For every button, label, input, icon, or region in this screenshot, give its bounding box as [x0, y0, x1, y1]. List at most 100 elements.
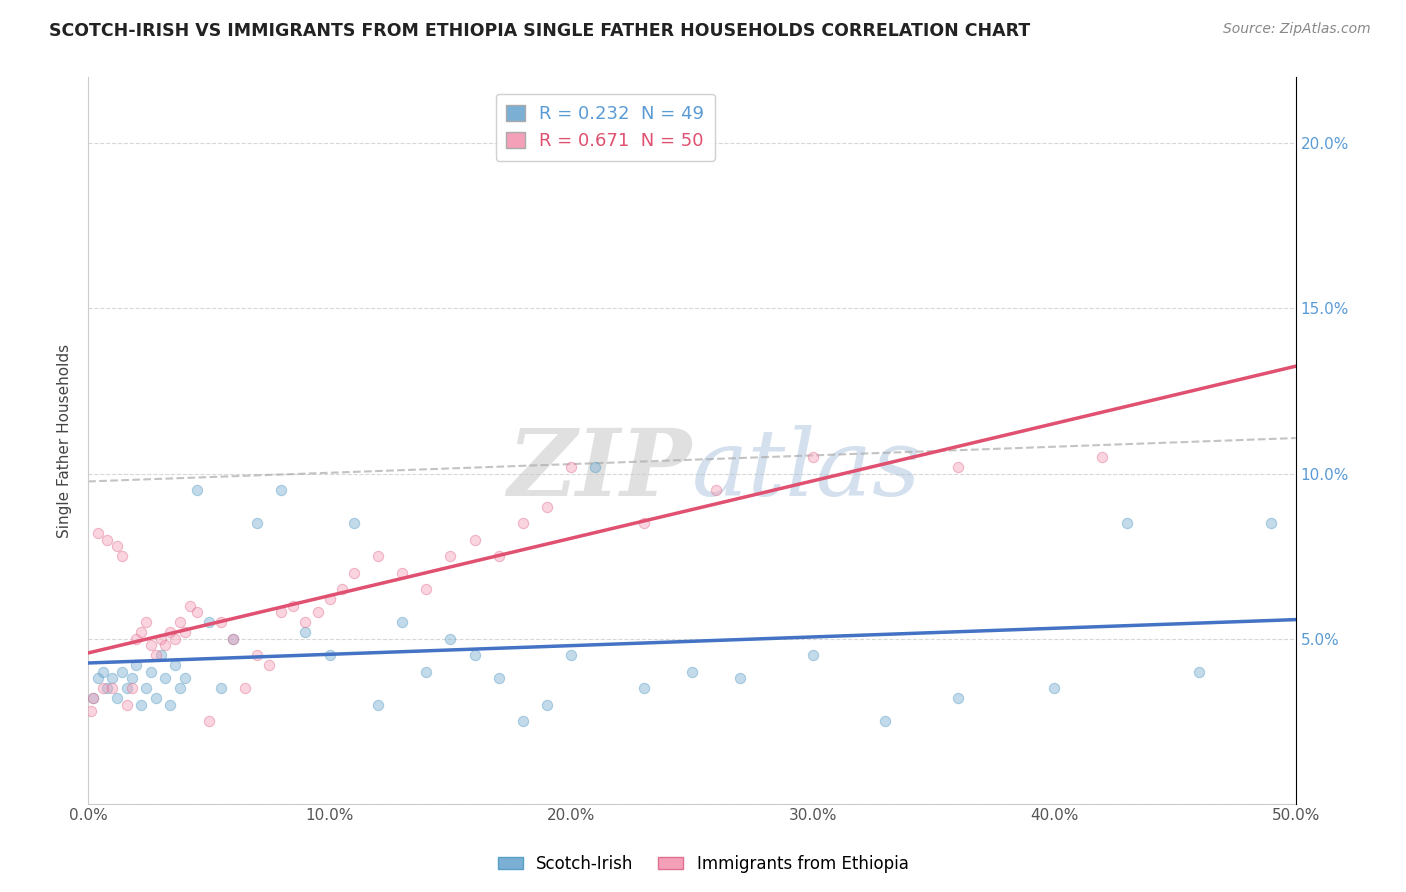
- Point: [87, 671, 110, 685]
- Point: [222, 632, 245, 646]
- Point: [391, 566, 413, 580]
- Point: [155, 671, 177, 685]
- Legend: Scotch-Irish, Immigrants from Ethiopia: Scotch-Irish, Immigrants from Ethiopia: [491, 848, 915, 880]
- Point: [91, 681, 114, 695]
- Point: [96, 681, 118, 695]
- Point: [439, 549, 461, 563]
- Point: [111, 665, 134, 679]
- Point: [681, 665, 703, 679]
- Point: [415, 582, 437, 596]
- Point: [173, 671, 195, 685]
- Point: [1091, 450, 1114, 464]
- Point: [169, 615, 191, 629]
- Point: [129, 698, 152, 712]
- Point: [343, 516, 366, 530]
- Point: [79, 704, 101, 718]
- Point: [149, 648, 172, 662]
- Point: [209, 615, 232, 629]
- Point: [633, 681, 655, 695]
- Point: [536, 698, 558, 712]
- Point: [318, 591, 340, 606]
- Point: [82, 691, 104, 706]
- Point: [560, 459, 582, 474]
- Point: [488, 549, 510, 563]
- Point: [367, 698, 389, 712]
- Point: [1260, 516, 1282, 530]
- Point: [165, 632, 187, 646]
- Point: [115, 681, 138, 695]
- Point: [169, 681, 191, 695]
- Point: [246, 516, 269, 530]
- Point: [173, 624, 195, 639]
- Point: [186, 483, 208, 497]
- Point: [633, 516, 655, 530]
- Point: [1188, 665, 1211, 679]
- Point: [367, 549, 389, 563]
- Text: ZIP: ZIP: [508, 425, 692, 515]
- Point: [222, 632, 245, 646]
- Point: [946, 691, 969, 706]
- Point: [121, 671, 143, 685]
- Point: [129, 624, 152, 639]
- Point: [583, 459, 606, 474]
- Point: [704, 483, 727, 497]
- Point: [946, 459, 969, 474]
- Point: [488, 671, 510, 685]
- Point: [391, 615, 413, 629]
- Point: [1115, 516, 1137, 530]
- Point: [464, 648, 486, 662]
- Point: [512, 714, 534, 728]
- Point: [101, 671, 124, 685]
- Point: [91, 665, 114, 679]
- Point: [125, 657, 148, 672]
- Point: [233, 681, 256, 695]
- Point: [105, 539, 128, 553]
- Point: [330, 582, 353, 596]
- Point: [294, 615, 316, 629]
- Point: [560, 648, 582, 662]
- Text: SCOTCH-IRISH VS IMMIGRANTS FROM ETHIOPIA SINGLE FATHER HOUSEHOLDS CORRELATION CH: SCOTCH-IRISH VS IMMIGRANTS FROM ETHIOPIA…: [49, 22, 1031, 40]
- Point: [179, 599, 201, 613]
- Point: [801, 648, 824, 662]
- Point: [139, 665, 162, 679]
- Point: [186, 605, 208, 619]
- Point: [139, 638, 162, 652]
- Point: [209, 681, 232, 695]
- Point: [149, 632, 172, 646]
- Point: [96, 533, 118, 547]
- Point: [155, 638, 177, 652]
- Point: [135, 615, 157, 629]
- Point: [415, 665, 437, 679]
- Point: [318, 648, 340, 662]
- Point: [198, 714, 221, 728]
- Point: [125, 632, 148, 646]
- Point: [135, 681, 157, 695]
- Point: [87, 525, 110, 540]
- Point: [115, 698, 138, 712]
- Point: [801, 450, 824, 464]
- Legend: R = 0.232  N = 49, R = 0.671  N = 50: R = 0.232 N = 49, R = 0.671 N = 50: [496, 94, 714, 161]
- Point: [121, 681, 143, 695]
- Point: [1043, 681, 1066, 695]
- Point: [111, 549, 134, 563]
- Point: [270, 605, 292, 619]
- Point: [307, 605, 329, 619]
- Point: [101, 681, 124, 695]
- Point: [145, 648, 167, 662]
- Point: [464, 533, 486, 547]
- Point: [165, 657, 187, 672]
- Point: [105, 691, 128, 706]
- Point: [259, 657, 281, 672]
- Point: [82, 691, 104, 706]
- Point: [159, 624, 181, 639]
- Point: [246, 648, 269, 662]
- Point: [270, 483, 292, 497]
- Point: [439, 632, 461, 646]
- Point: [728, 671, 751, 685]
- Point: [198, 615, 221, 629]
- Point: [159, 698, 181, 712]
- Text: atlas: atlas: [692, 425, 921, 515]
- Point: [343, 566, 366, 580]
- Point: [873, 714, 896, 728]
- Y-axis label: Single Father Households: Single Father Households: [58, 343, 72, 538]
